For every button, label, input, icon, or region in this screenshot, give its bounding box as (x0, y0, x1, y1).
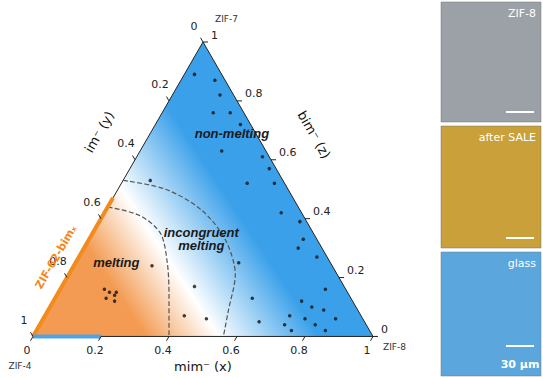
svg-text:30 µm: 30 µm (501, 358, 540, 371)
svg-text:0: 0 (24, 344, 31, 357)
svg-text:0.6: 0.6 (279, 146, 297, 159)
svg-text:0: 0 (381, 323, 388, 336)
svg-text:1: 1 (364, 344, 371, 357)
svg-text:0.8: 0.8 (290, 344, 308, 357)
svg-text:non-melting: non-melting (195, 126, 269, 141)
svg-text:glass: glass (508, 257, 537, 270)
svg-text:0.4: 0.4 (154, 344, 172, 357)
svg-text:1: 1 (211, 29, 218, 42)
svg-text:melting: melting (93, 255, 139, 270)
svg-text:0.4: 0.4 (313, 205, 331, 218)
svg-text:0.6: 0.6 (83, 196, 101, 209)
svg-text:1: 1 (21, 314, 28, 327)
svg-text:0.4: 0.4 (117, 137, 135, 150)
svg-text:0.2: 0.2 (151, 78, 169, 91)
svg-text:ZIF-4: ZIF-4 (9, 361, 32, 371)
svg-text:ZIF-7: ZIF-7 (215, 14, 238, 24)
svg-text:incongruent: incongruent (163, 225, 239, 241)
svg-text:0.6: 0.6 (222, 344, 240, 357)
svg-text:im⁻ (y): im⁻ (y) (82, 109, 118, 156)
svg-text:mim⁻ (x): mim⁻ (x) (174, 359, 232, 374)
svg-text:0: 0 (191, 20, 198, 33)
svg-text:ZIF-8: ZIF-8 (508, 7, 536, 20)
svg-text:bim⁻ (z): bim⁻ (z) (294, 108, 333, 161)
svg-text:ZIF-62-bimₓ: ZIF-62-bimₓ (33, 223, 80, 292)
svg-text:ZIF-8: ZIF-8 (383, 342, 406, 352)
svg-text:0.2: 0.2 (86, 344, 104, 357)
svg-text:0.2: 0.2 (347, 264, 365, 277)
svg-text:melting: melting (178, 238, 224, 253)
svg-text:after SALE: after SALE (479, 131, 536, 144)
svg-text:0.8: 0.8 (245, 87, 263, 100)
